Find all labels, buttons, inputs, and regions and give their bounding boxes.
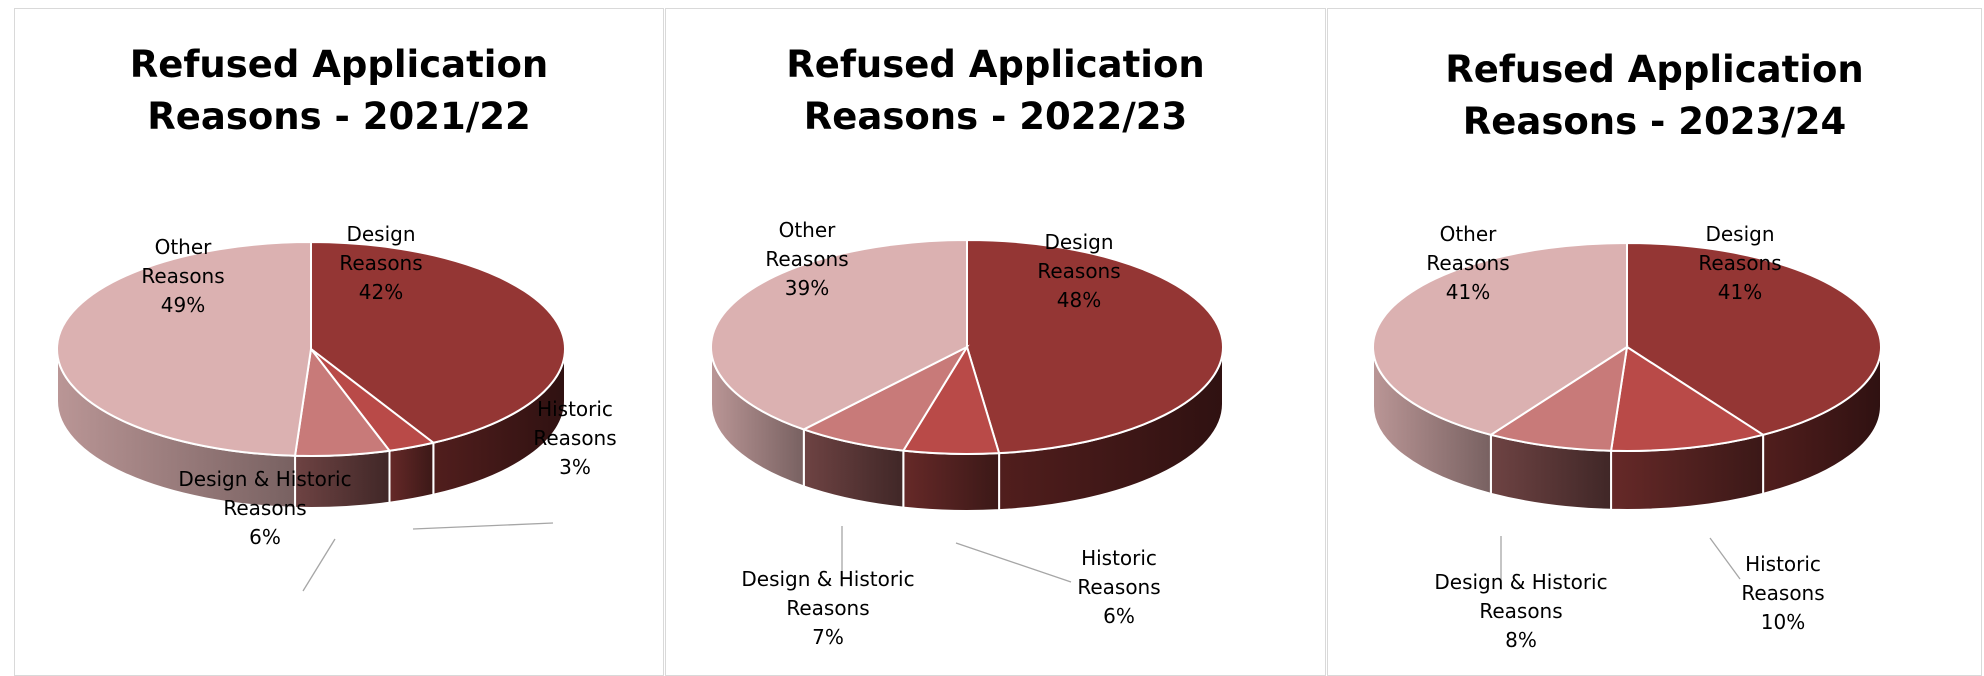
data-label-design-reasons: Design Reasons 42% bbox=[339, 222, 422, 304]
chart-title-line-1: Refused Application bbox=[1445, 48, 1864, 91]
pie-slices bbox=[55, 240, 566, 457]
chart-panel-2023-24: Refused Application Reasons - 2023/24 De… bbox=[1327, 8, 1982, 676]
pie-chart: Design Reasons 41% Historic Reasons 10% Design… bbox=[1372, 222, 1882, 652]
leader-line bbox=[955, 542, 1072, 583]
data-label-historic-reasons: Historic Reasons 3% bbox=[533, 397, 616, 479]
data-label-design-historic-reasons: Design & Historic Reasons 7% bbox=[741, 567, 914, 649]
pie-chart: Design Reasons 42% Historic Reasons 3% Design … bbox=[55, 222, 617, 592]
pie-slices bbox=[1372, 241, 1882, 452]
data-label-design-reasons: Design Reasons 48% bbox=[1037, 230, 1120, 312]
pie-slice-other-reasons bbox=[710, 238, 968, 431]
chart-panel-2022-23: Refused Application Reasons - 2022/23 De… bbox=[665, 8, 1326, 676]
leader-line bbox=[412, 522, 554, 530]
chart-title-line-2: Reasons - 2021/22 bbox=[147, 95, 531, 138]
pie-slice-other-reasons bbox=[55, 240, 312, 457]
pie-slice-design-historic-reasons bbox=[1488, 344, 1629, 452]
pie-slice-design-reasons bbox=[966, 238, 1224, 455]
data-label-design-reasons: Design Reasons 41% bbox=[1698, 222, 1781, 304]
pie-slice-design-reasons bbox=[310, 240, 566, 444]
pie-slice-historic-reasons bbox=[1609, 345, 1766, 452]
leader-line bbox=[1709, 537, 1741, 580]
pie-side-walls bbox=[1372, 346, 1882, 511]
pie-slice-other-reasons bbox=[1372, 241, 1628, 436]
chart-title-line-1: Refused Application bbox=[786, 43, 1205, 86]
pie-side-historic-reasons bbox=[902, 449, 1001, 512]
chart-title: Refused Application Reasons - 2023/24 bbox=[1328, 44, 1981, 148]
data-label-design-historic-reasons: Design & Historic Reasons 6% bbox=[178, 467, 351, 549]
data-label-historic-reasons: Historic Reasons 10% bbox=[1741, 552, 1824, 634]
data-label-design-historic-reasons: Design & Historic Reasons 8% bbox=[1434, 570, 1607, 652]
data-label-other-reasons: Other Reasons 39% bbox=[765, 218, 848, 300]
data-label-other-reasons: Other Reasons 41% bbox=[1426, 222, 1509, 304]
chart-title-line-1: Refused Application bbox=[129, 43, 549, 86]
chart-title-line-2: Reasons - 2023/24 bbox=[1462, 100, 1847, 143]
leader-line bbox=[302, 538, 336, 592]
pie-chart: Design Reasons 48% Historic Reasons 6% Design … bbox=[710, 218, 1224, 649]
chart-title-line-2: Reasons - 2022/23 bbox=[803, 95, 1188, 138]
pie-slices bbox=[710, 238, 1224, 455]
chart-panel-2021-22: Refused Application Reasons - 2021/22 De… bbox=[14, 8, 664, 676]
chart-title: Refused Application Reasons - 2021/22 bbox=[15, 39, 663, 143]
pie-slice-design-historic-reasons bbox=[801, 344, 970, 452]
data-label-other-reasons: Other Reasons 49% bbox=[141, 235, 224, 317]
pie-side-walls bbox=[710, 346, 1224, 512]
data-label-historic-reasons: Historic Reasons 6% bbox=[1077, 546, 1160, 628]
chart-title: Refused Application Reasons - 2022/23 bbox=[666, 39, 1325, 143]
pie-side-historic-reasons bbox=[388, 441, 435, 504]
